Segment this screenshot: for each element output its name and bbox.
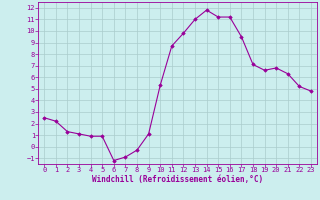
X-axis label: Windchill (Refroidissement éolien,°C): Windchill (Refroidissement éolien,°C): [92, 175, 263, 184]
